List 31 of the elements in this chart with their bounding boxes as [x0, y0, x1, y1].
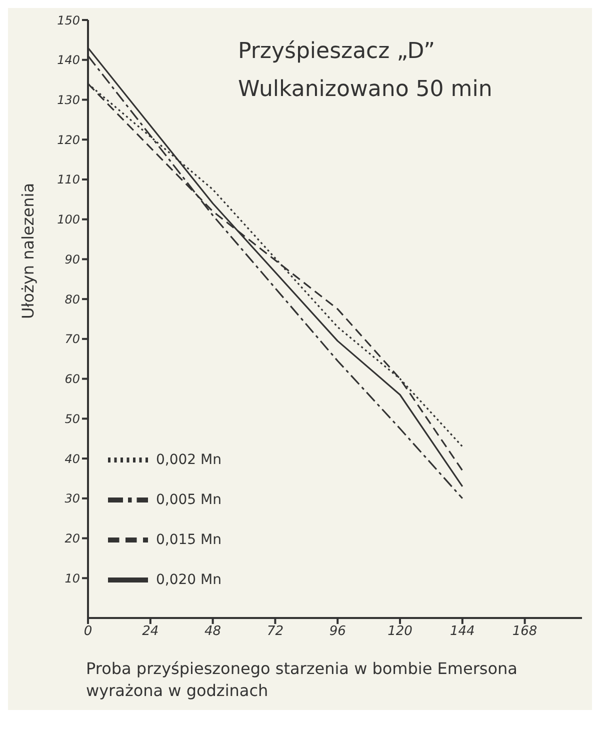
x-axis-title: Proba przyśpieszonego starzenia w bombie Emersona wyrażona w godzinach — [85, 658, 518, 702]
y-axis-title: Ułożyn nalezenia — [18, 182, 38, 319]
y-tick-label: 30 — [64, 492, 80, 506]
x-tick-label: 96 — [329, 624, 346, 640]
legend-label: 0,005 Mn — [156, 492, 222, 508]
x-tick-label: 24 — [142, 624, 159, 640]
legend-label: 0,015 Mn — [156, 532, 222, 548]
x-tick-label: 0 — [84, 624, 92, 640]
x-tick-label: 48 — [204, 624, 222, 640]
y-tick-label: 20 — [64, 532, 80, 546]
text: Wulkanizowano 50 min — [238, 77, 492, 102]
y-tick-label: 140 — [57, 53, 80, 68]
x-tick-label: 72 — [266, 624, 284, 640]
y-tick-label: 70 — [64, 332, 80, 346]
legend-label: 0,020 Mn — [156, 572, 222, 588]
text: Przyśpieszacz „D” — [238, 39, 436, 64]
x-tick-label: 144 — [450, 624, 475, 640]
y-tick-label: 150 — [57, 13, 80, 28]
y-tick-label: 120 — [57, 132, 80, 147]
y-tick-label: 50 — [64, 412, 80, 426]
y-tick-label: 60 — [64, 372, 80, 386]
y-tick-label: 100 — [57, 212, 80, 227]
y-tick-label: 10 — [64, 571, 80, 586]
y-tick-label: 130 — [57, 92, 80, 107]
y-tick-label: 80 — [64, 292, 80, 306]
x-tick-label: 120 — [388, 624, 412, 640]
legend-label: 0,002 Mn — [156, 452, 222, 468]
y-tick-label: 40 — [64, 452, 80, 466]
y-tick-label: 90 — [64, 252, 80, 266]
y-tick-label: 110 — [57, 172, 80, 187]
x-tick-label: 168 — [512, 624, 538, 640]
